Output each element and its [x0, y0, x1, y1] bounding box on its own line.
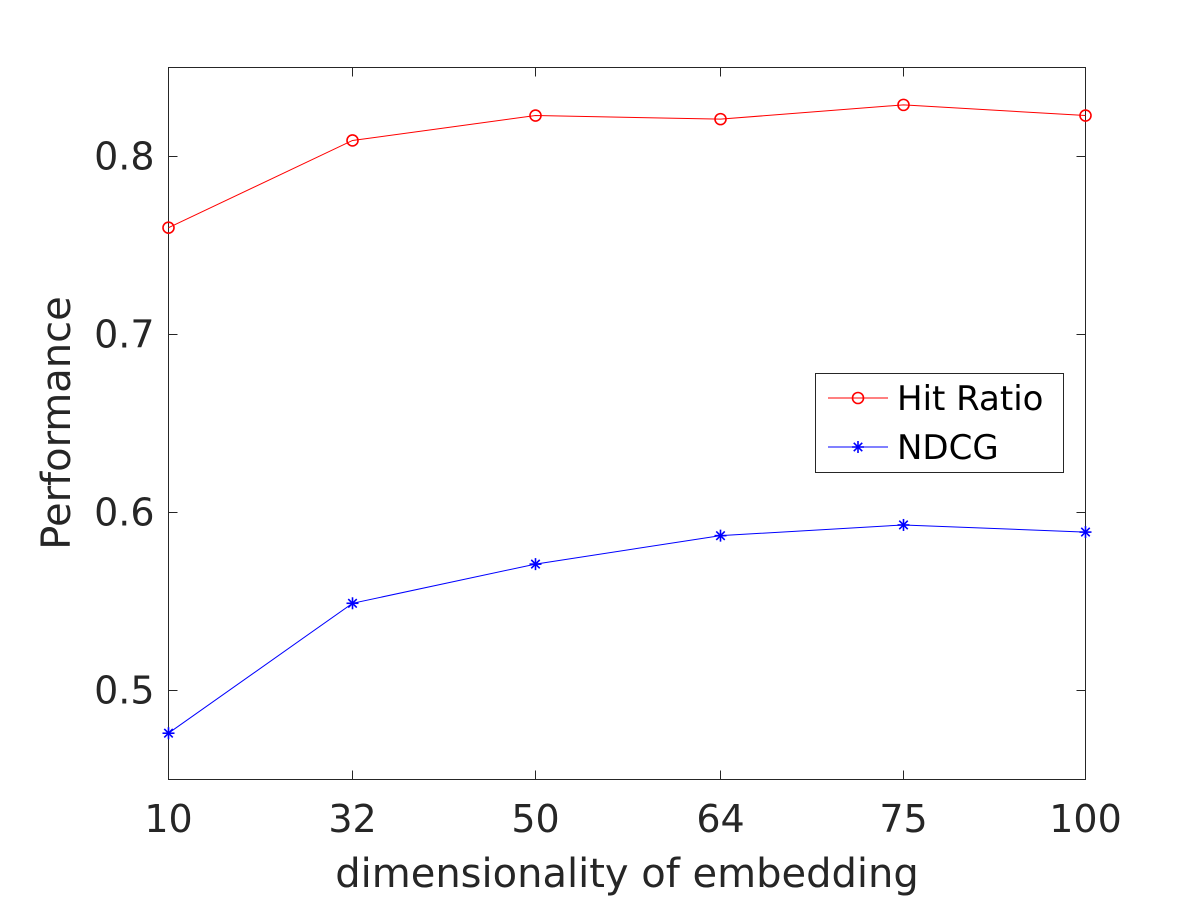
- y-axis: 0.5 0.6 0.7 0.8: [94, 135, 1086, 713]
- series-line-ndcg: [168, 524, 1086, 734]
- data-point-ndcg: [162, 727, 175, 740]
- x-tick-label: 100: [1049, 797, 1122, 841]
- legend-marker-hit-ratio: [851, 391, 865, 405]
- legend-box: [815, 373, 1064, 473]
- legend-label-hit-ratio: Hit Ratio: [897, 379, 1043, 419]
- x-tick-label: 32: [328, 797, 376, 841]
- x-tick-label: 64: [696, 797, 744, 841]
- data-point-ndcg: [346, 597, 359, 610]
- y-tick-label: 0.8: [94, 135, 154, 179]
- data-point-ndcg: [1079, 526, 1092, 539]
- y-tick-label: 0.5: [94, 669, 154, 713]
- legend-label-ndcg: NDCG: [897, 428, 999, 468]
- data-point-hit-ratio: [529, 109, 542, 122]
- series-line-hit-ratio: [168, 104, 1086, 229]
- legend: Hit Ratio NDCG: [815, 373, 1064, 473]
- x-tick-label: 10: [144, 797, 192, 841]
- data-point-hit-ratio: [714, 112, 727, 126]
- data-point-hit-ratio: [897, 98, 910, 112]
- data-point-hit-ratio: [346, 134, 359, 147]
- legend-marker-ndcg: [852, 441, 864, 453]
- data-point-ndcg: [714, 529, 727, 542]
- data-point-ndcg: [529, 558, 542, 571]
- x-axis-title: dimensionality of embedding: [335, 851, 919, 897]
- x-tick-label: 50: [511, 797, 559, 841]
- data-point-hit-ratio: [162, 221, 175, 234]
- y-tick-label: 0.7: [94, 313, 154, 357]
- y-tick-label: 0.6: [94, 491, 154, 535]
- series-layer: [162, 98, 1092, 740]
- x-axis: 10 32 50 64 75 100: [144, 67, 1122, 841]
- data-point-ndcg: [897, 518, 910, 531]
- x-tick-label: 75: [879, 797, 927, 841]
- y-axis-title: Performance: [34, 296, 80, 549]
- data-point-hit-ratio: [1079, 109, 1092, 122]
